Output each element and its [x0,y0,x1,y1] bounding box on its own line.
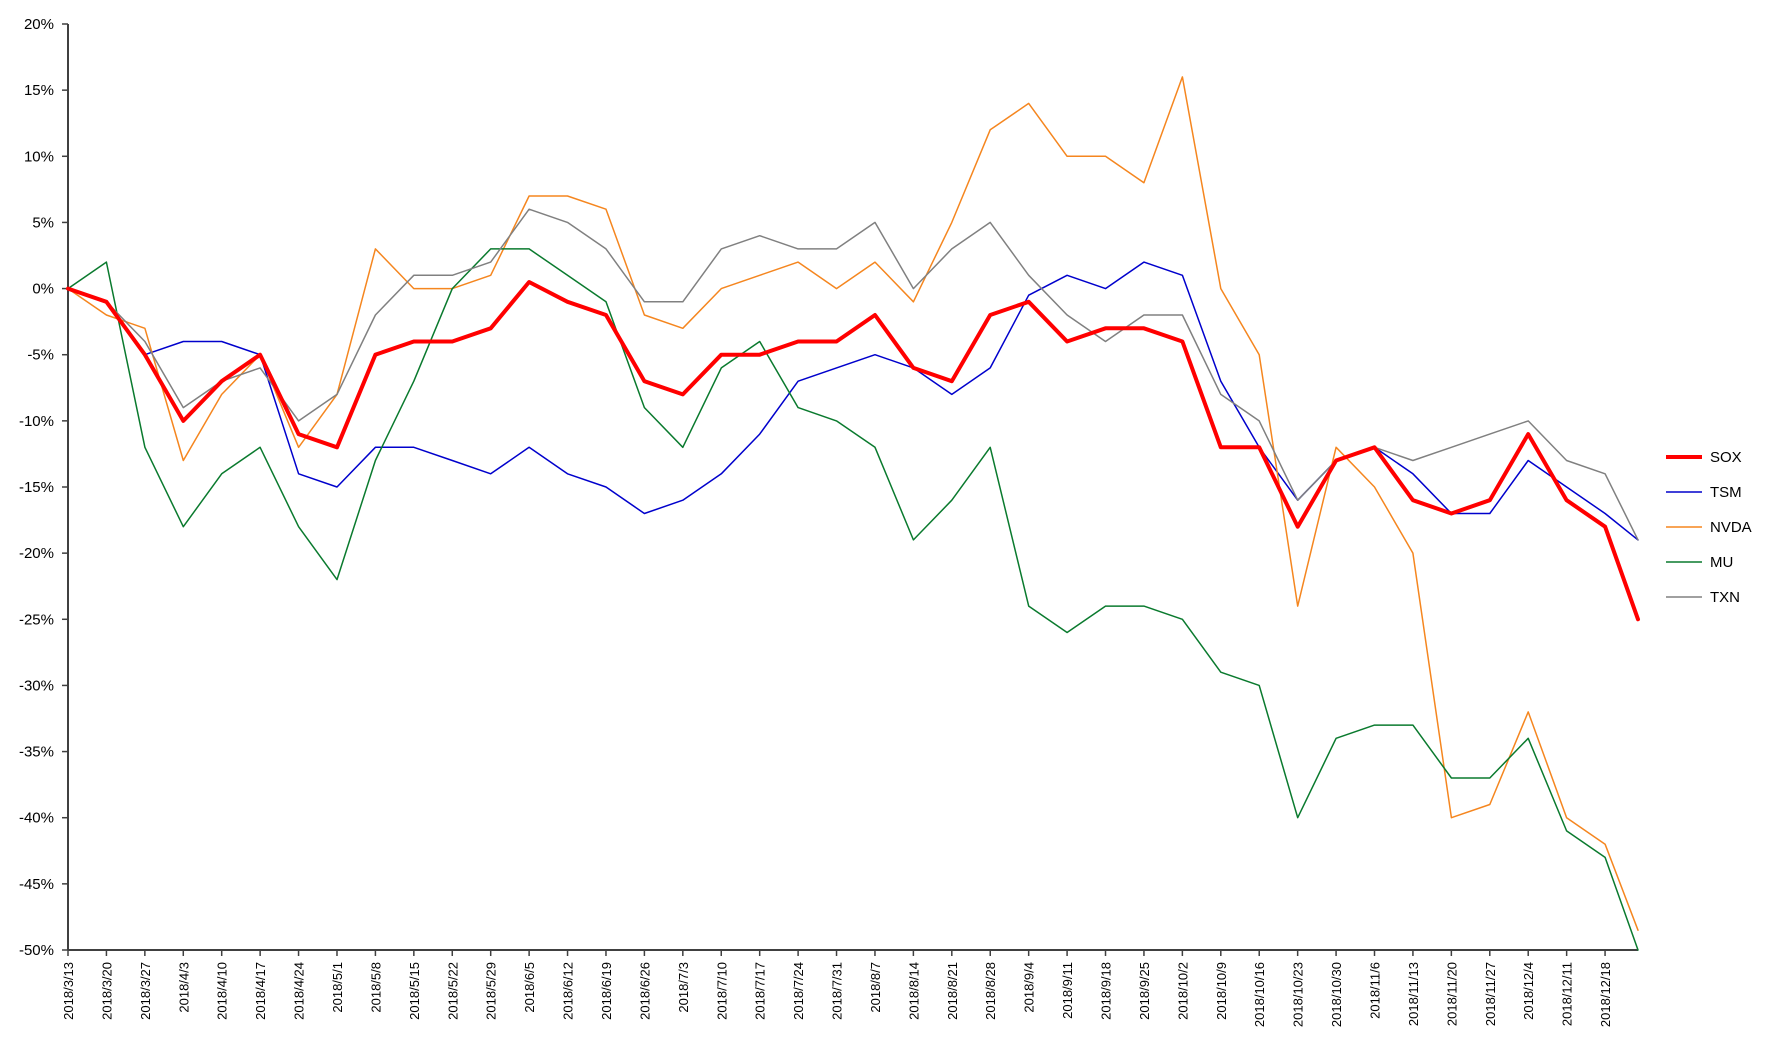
legend-label-txn: TXN [1710,589,1740,606]
x-tick-label: 2018/8/28 [983,962,998,1020]
y-tick-label: -5% [27,347,54,364]
y-tick-label: -20% [19,545,54,562]
series-line-sox [66,280,1640,622]
y-tick-label: 10% [24,148,54,165]
x-tick-label: 2018/9/18 [1099,962,1114,1020]
x-tick-label: 2018/8/7 [868,962,883,1013]
x-tick-label: 2018/10/30 [1329,962,1344,1027]
x-tick-label: 2018/4/10 [215,962,230,1020]
y-tick-label: -30% [19,677,54,694]
y-tick-label: -15% [19,479,54,496]
legend-label-sox: SOX [1710,449,1742,466]
y-tick-label: -25% [19,611,54,628]
series-line-nvda [67,76,1639,931]
x-tick-label: 2018/7/10 [714,962,729,1020]
y-tick-label: -35% [19,744,54,761]
x-tick-label: 2018/10/23 [1291,962,1306,1027]
legend-label-tsm: TSM [1710,484,1742,501]
x-tick-label: 2018/11/27 [1483,962,1498,1026]
y-tick-label: 5% [32,214,54,231]
series-line-mu [67,248,1639,951]
series-line-tsm [67,261,1639,541]
y-tick-label: -10% [19,413,54,430]
x-tick-label: 2018/3/27 [138,962,153,1020]
x-tick-label: 2018/4/24 [292,962,307,1020]
x-tick-label: 2018/7/24 [791,962,806,1020]
x-tick-label: 2018/7/3 [676,962,691,1013]
x-tick-label: 2018/11/6 [1368,962,1383,1019]
x-tick-label: 2018/10/2 [1175,962,1190,1020]
y-tick-label: -50% [19,942,54,959]
x-tick-label: 2018/6/26 [637,962,652,1020]
x-tick-label: 2018/5/15 [407,962,422,1020]
x-tick-label: 2018/5/1 [330,962,345,1013]
legend-label-nvda: NVDA [1710,519,1752,536]
x-tick-label: 2018/7/17 [753,962,768,1020]
x-tick-label: 2018/6/12 [561,962,576,1020]
x-tick-label: 2018/12/11 [1560,962,1575,1026]
y-tick-label: 15% [24,82,54,99]
y-tick-label: -40% [19,810,54,827]
x-tick-label: 2018/12/18 [1598,962,1613,1027]
x-tick-label: 2018/9/4 [1022,962,1037,1013]
y-tick-label: 0% [32,281,54,298]
x-tick-label: 2018/8/14 [906,962,921,1020]
x-tick-label: 2018/9/11 [1060,962,1075,1019]
legend: SOX TSM NVDA MU TXN [1666,449,1752,606]
x-tick-label: 2018/8/21 [945,962,960,1020]
x-tick-label: 2018/10/9 [1214,962,1229,1020]
series-layer [66,76,1640,951]
x-tick-label: 2018/5/22 [445,962,460,1020]
x-tick-label: 2018/10/16 [1252,962,1267,1027]
x-tick-label: 2018/5/29 [484,962,499,1020]
x-tick-label: 2018/6/19 [599,962,614,1020]
series-line-txn [67,208,1639,541]
x-tick-label: 2018/11/13 [1406,962,1421,1026]
x-tick-label: 2018/9/25 [1137,962,1152,1020]
x-tick-label: 2018/5/8 [368,962,383,1013]
x-tick-label: 2018/3/20 [99,962,114,1020]
x-tick-label: 2018/12/4 [1521,962,1536,1020]
x-tick-label: 2018/7/31 [830,962,845,1020]
x-tick-label: 2018/4/3 [176,962,191,1013]
x-tick-label: 2018/6/5 [522,962,537,1013]
x-tick-label: 2018/4/17 [253,962,268,1020]
legend-label-mu: MU [1710,554,1733,571]
x-tick-label: 2018/11/20 [1444,962,1459,1026]
x-tick-label: 2018/3/13 [61,962,76,1020]
y-tick-label: 20% [24,16,54,33]
y-tick-label: -45% [19,876,54,893]
axes: 20% 15% 10% 5% 0% -5% -10% -15% -20% -25% -30% -35%… [19,16,1638,1027]
